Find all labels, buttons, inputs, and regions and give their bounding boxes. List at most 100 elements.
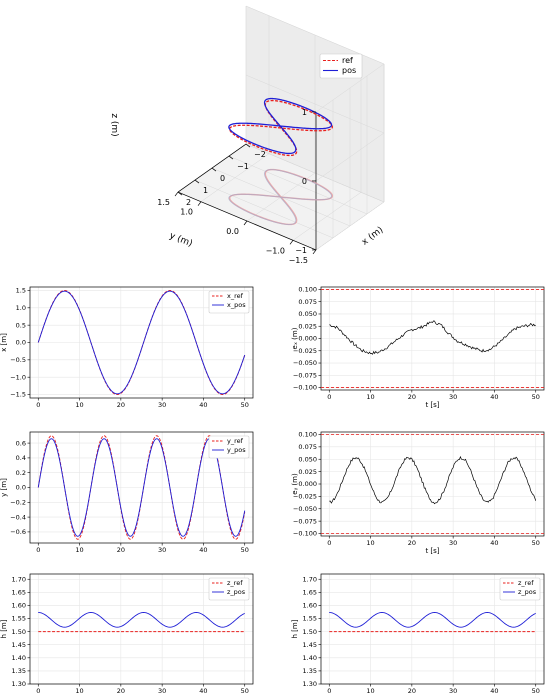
plot-area xyxy=(321,289,544,388)
x-error-plot: 0 10 20 30 40 50 −0.100 −0.075 −0.050 −0.025 0.000… xyxy=(291,286,545,409)
x-axis-label: t [s] xyxy=(425,547,439,555)
grid-line xyxy=(245,143,385,203)
y-tick-label: 1.5 xyxy=(16,287,26,295)
legend-box xyxy=(499,577,541,601)
y-tick-label: 0.6 xyxy=(16,439,26,447)
y-tick-label: 1.45 xyxy=(303,641,317,649)
legend-box xyxy=(208,435,250,459)
y-tick-label: 1.55 xyxy=(12,615,26,623)
x-tick-label: 2 xyxy=(186,198,191,207)
x-tick-label: 20 xyxy=(117,687,125,695)
legend-label: x_ref xyxy=(227,292,244,300)
x-axis-label: x (m) xyxy=(360,225,385,247)
legend-label: y_ref xyxy=(227,437,244,445)
y-tick-label: 1.60 xyxy=(303,602,317,610)
trajectory-3d-plot: −1 0 1 −1.5 −1.0 0.0 1.0 1.5 −2 −1 0 1 2 z (m) y (m) x … xyxy=(109,5,385,265)
y-tick-label: 1.65 xyxy=(303,589,317,597)
y-tick-label: −0.075 xyxy=(293,371,317,379)
x-tick-label: 10 xyxy=(75,546,83,554)
y-tick-label: 0.075 xyxy=(298,443,317,451)
legend-label: z_pos xyxy=(518,588,537,596)
x-tick-label: 50 xyxy=(241,401,249,409)
y-tick-label: 1.0 xyxy=(180,208,193,217)
y-axis-label: y [m] xyxy=(0,478,8,497)
x-tick-label: 50 xyxy=(241,546,249,554)
plot-area xyxy=(38,612,245,633)
pos-projection-line xyxy=(228,169,333,226)
y-axis-label: h [m] xyxy=(291,619,299,638)
x-tick-label: 0 xyxy=(36,401,40,409)
x-tick-label: 40 xyxy=(490,393,498,401)
x-tick-label: 50 xyxy=(532,539,540,547)
x-tick-label: 50 xyxy=(532,393,540,401)
grid-line xyxy=(200,153,270,202)
x-tick-mark xyxy=(211,167,217,172)
x-tick-label: 0 xyxy=(327,393,331,401)
x-tick-label: 40 xyxy=(490,687,498,695)
y-tick-label: 1.70 xyxy=(303,575,317,583)
y-tick-label: 1.40 xyxy=(12,654,26,662)
y-tick-label: 1.0 xyxy=(16,304,26,312)
x-tick-label: 30 xyxy=(158,401,166,409)
x-tick-label: 20 xyxy=(117,401,125,409)
y-tick-label: 1.70 xyxy=(12,575,26,583)
x-tick-label: 20 xyxy=(408,539,416,547)
x-tick-mark xyxy=(228,155,234,160)
y-axis-label: h [m] xyxy=(0,619,8,638)
y-tick-label: 0.0 xyxy=(226,227,239,236)
y-tick-label: −0.050 xyxy=(293,505,317,513)
y-tick-label: 1.50 xyxy=(12,628,26,636)
z-axis-label: z (m) xyxy=(109,113,119,136)
x-tick-label: 40 xyxy=(199,687,207,695)
x-tick-label: −2 xyxy=(254,150,266,159)
y-error-plot: 0 10 20 30 40 50 −0.100 −0.075 −0.050 −0.025 0.000… xyxy=(291,431,545,555)
grid-line xyxy=(245,74,385,134)
legend-label: x_pos xyxy=(227,301,246,309)
e-x-line xyxy=(329,320,536,355)
y-tick-mark xyxy=(197,201,202,206)
grid-line xyxy=(315,132,385,182)
y-tick-mark xyxy=(312,249,317,255)
x-tick-label: 40 xyxy=(490,539,498,547)
x-tick-label: 30 xyxy=(449,393,457,401)
grid-line xyxy=(292,192,362,241)
height-plot-right: 0 10 20 30 40 50 1.30 1.35 1.40 1.45 1.50 1.55 1.60 1… xyxy=(291,573,545,695)
y-tick-label: 0.100 xyxy=(298,431,317,439)
x-tick-label: 0 xyxy=(36,687,40,695)
x-tick-label: 10 xyxy=(75,687,83,695)
legend-label: ref xyxy=(342,56,353,65)
y-tick-label: 0.0 xyxy=(16,484,26,492)
x-tick-label: 50 xyxy=(532,687,540,695)
y-tick-label: 0.4 xyxy=(16,454,26,462)
y-tick-label: 0.000 xyxy=(298,335,317,343)
y-tick-label: 0.075 xyxy=(298,298,317,306)
x-tick-label: 40 xyxy=(199,401,207,409)
y-tick-label: −1.0 xyxy=(266,246,285,255)
x-tick-label: 10 xyxy=(366,393,374,401)
y-tick-label: −0.100 xyxy=(293,384,317,392)
e-y-line xyxy=(329,455,537,505)
y-tick-label: 0.025 xyxy=(298,468,317,476)
y-tick-label: −0.050 xyxy=(293,359,317,367)
legend-box xyxy=(208,577,250,601)
z-tick-label: 1 xyxy=(302,108,307,117)
x-tick-label: 0 xyxy=(220,174,225,183)
x-tick-label: 10 xyxy=(366,687,374,695)
y-tick-label: −0.6 xyxy=(10,528,26,536)
y-tick-label: 1.35 xyxy=(303,667,317,675)
legend-label: pos xyxy=(342,66,356,75)
x-tick-label: 50 xyxy=(241,687,249,695)
y-tick-label: −0.5 xyxy=(10,356,26,364)
y-axis-label: x [m] xyxy=(0,333,8,352)
y-tick-label: 1.65 xyxy=(12,589,26,597)
y-axis-label: eᵧ (m) xyxy=(291,473,299,495)
plot-area xyxy=(329,612,536,633)
x-tick-mark xyxy=(245,143,251,148)
y-tick-mark xyxy=(289,240,294,245)
y-tick-label: 0.100 xyxy=(298,286,317,294)
x-tick-label: 30 xyxy=(449,687,457,695)
grid-line xyxy=(315,201,385,251)
y-axis-label: eₓ (m) xyxy=(291,327,299,349)
y-tick-label: −0.100 xyxy=(293,530,317,538)
y-tick-label: −1.5 xyxy=(10,391,26,399)
